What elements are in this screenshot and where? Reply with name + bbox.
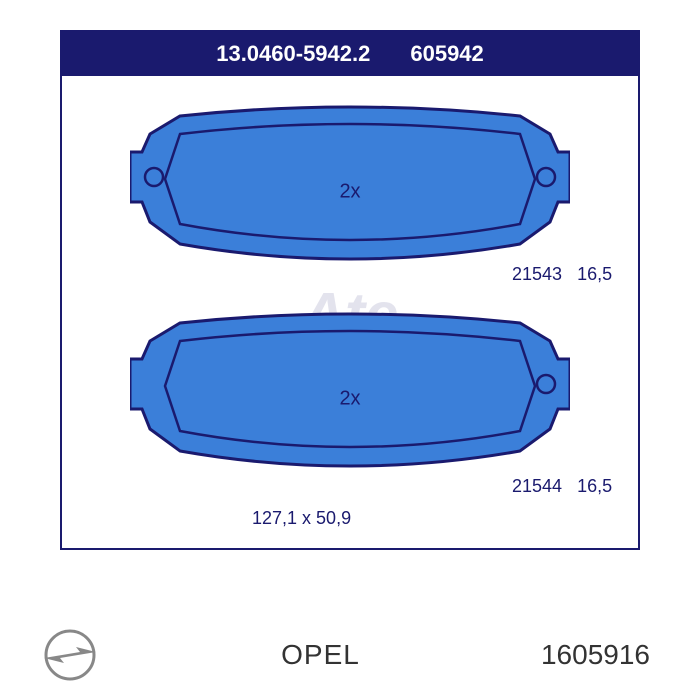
pad-top-qty: 2x [339,180,360,203]
brake-pad-top: 2x [130,104,570,279]
header-code-1: 13.0460-5942.2 [216,41,370,67]
diagram-header: 13.0460-5942.2 605942 [62,32,638,76]
pads-area: Ate 2x 21543 16,5 [62,76,638,552]
pad-top-side-label: 21543 16,5 [512,264,612,285]
pad-top-code: 21543 [512,264,562,284]
pad-top-thickness: 16,5 [577,264,612,284]
pad-bottom-code: 21544 [512,476,562,496]
header-code-2: 605942 [410,41,483,67]
part-number: 1605916 [541,639,650,671]
diagram-frame: 13.0460-5942.2 605942 Ate 2x 21543 16,5 [60,30,640,550]
pad-dimensions: 127,1 x 50,9 [252,508,351,529]
pad-bottom-qty: 2x [339,387,360,410]
brake-pad-bottom: 2x [130,311,570,486]
pad-bottom-side-label: 21544 16,5 [512,476,612,497]
footer-bar: OPEL 1605916 [0,610,700,700]
opel-logo-icon [40,625,100,685]
pad-bottom-thickness: 16,5 [577,476,612,496]
brand-name: OPEL [281,639,360,671]
